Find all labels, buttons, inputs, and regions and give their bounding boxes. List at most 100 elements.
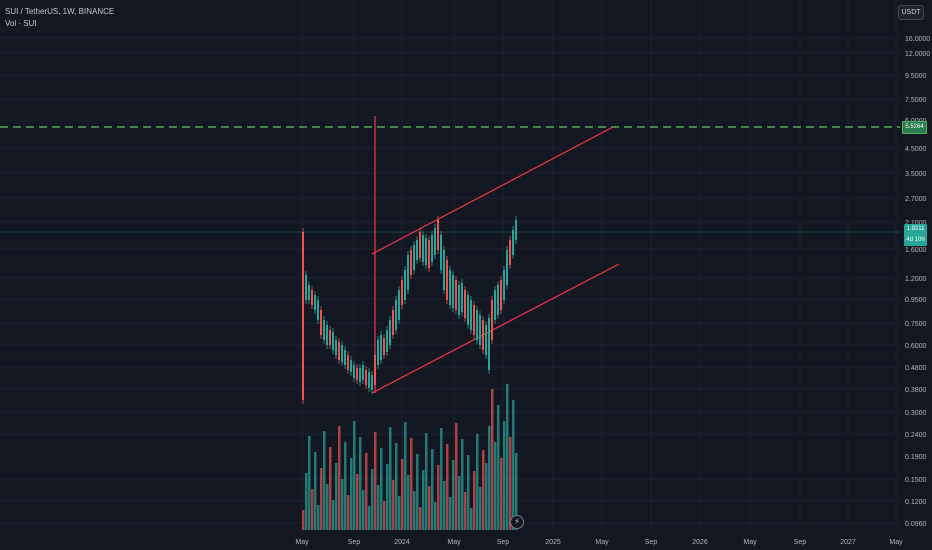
candle-body: [392, 310, 394, 335]
volume-bar: [443, 481, 446, 530]
volume-bar: [500, 458, 503, 530]
candle-body: [470, 300, 472, 330]
candle-body: [464, 290, 466, 318]
price-axis-label: 0.3000: [905, 410, 927, 417]
volume-bar: [419, 507, 422, 530]
lower-channel-line: [371, 263, 620, 394]
volume-bar: [425, 433, 428, 530]
upper-channel-line: [371, 126, 614, 255]
chart-legend: SUI / TetherUS, 1W, BINANCE Vol · SUI: [5, 6, 114, 30]
price-axis-label: 12.0000: [905, 51, 930, 58]
symbol-legend[interactable]: SUI / TetherUS, 1W, BINANCE: [5, 7, 115, 16]
price-axis-label: 2.1000: [905, 220, 927, 227]
volume-bar: [431, 449, 434, 530]
candle-body: [380, 335, 382, 360]
volume-bar: [305, 473, 308, 530]
lightning-icon[interactable]: ⚡: [510, 515, 524, 529]
price-axis: 16.000012.00009.50007.50006.00004.50003.…: [905, 36, 930, 528]
candle-body: [326, 325, 328, 345]
candle-body: [377, 340, 379, 365]
candle-body: [497, 285, 499, 315]
candle-body: [395, 300, 397, 330]
volume-bar: [389, 427, 392, 530]
volume-bar: [416, 454, 419, 530]
volume-bar: [464, 492, 467, 530]
volume-bar: [482, 450, 485, 530]
candle-body: [437, 220, 439, 250]
volume-bar: [359, 437, 362, 530]
volume-bar: [446, 444, 449, 530]
price-axis-label: 7.5000: [905, 97, 927, 104]
time-axis-label: Sep: [645, 539, 658, 546]
price-axis-label: 3.5000: [905, 171, 927, 178]
volume-bar: [338, 426, 341, 530]
volume-bar: [383, 501, 386, 530]
price-axis-label: 16.0000: [905, 36, 930, 43]
candle-body: [401, 280, 403, 305]
volume-bar: [398, 496, 401, 530]
price-axis-label: 1.2000: [905, 276, 927, 283]
time-axis-label: 2027: [840, 539, 856, 546]
drawings: [371, 116, 620, 394]
candle-body: [311, 290, 313, 305]
volume-bar: [356, 474, 359, 530]
price-axis-label: 0.7500: [905, 321, 927, 328]
volume-bar: [470, 508, 473, 530]
volume-bar: [368, 506, 371, 530]
candle-body: [338, 342, 340, 360]
candle-body: [503, 270, 505, 300]
volume-bar: [401, 459, 404, 530]
candle-body: [416, 240, 418, 260]
volume-bar: [362, 490, 365, 530]
candle-body: [329, 330, 331, 345]
candle-body: [308, 285, 310, 300]
candle-body: [314, 295, 316, 310]
volume-bar: [473, 471, 476, 530]
volume-legend[interactable]: Vol · SUI: [5, 19, 37, 28]
current-price-tag: 1.9211 4d 10h: [904, 224, 927, 246]
candle-body: [413, 245, 415, 270]
candle-body: [365, 370, 367, 385]
candle-body: [440, 235, 442, 270]
volume-bar: [326, 484, 329, 530]
price-axis-label: 0.1200: [905, 499, 927, 506]
time-axis-label: Sep: [497, 539, 510, 546]
volume-bar: [404, 422, 407, 530]
candle-body: [458, 285, 460, 315]
time-axis: May Sep 2024 May Sep 2025 May Sep 2026 May Sep 2027…: [295, 539, 903, 546]
volume-bar: [485, 463, 488, 530]
volume-bar: [479, 487, 482, 530]
candle-body: [302, 232, 304, 400]
candle-body: [425, 238, 427, 265]
volume-bar: [449, 497, 452, 530]
volume-bar: [302, 510, 305, 530]
price-axis-label: 0.6000: [905, 343, 927, 350]
volume-bar: [515, 453, 518, 530]
volume-bar: [314, 452, 317, 530]
volume-bar: [365, 453, 368, 530]
time-axis-label: Sep: [794, 539, 807, 546]
volume-bars: [302, 384, 518, 530]
volume-bar: [455, 423, 458, 530]
volume-bar: [386, 464, 389, 530]
candle-body: [443, 250, 445, 290]
candle-body: [446, 260, 448, 300]
price-axis-label: 4.5000: [905, 146, 927, 153]
candle-body: [386, 330, 388, 352]
candle-body: [383, 338, 385, 355]
volume-bar: [407, 475, 410, 530]
grid-lines: [0, 0, 900, 530]
volume-bar: [509, 437, 512, 530]
candle-body: [347, 355, 349, 370]
price-axis-label: 0.2400: [905, 432, 927, 439]
candle-body: [353, 365, 355, 378]
currency-badge[interactable]: USDT: [898, 5, 924, 20]
candle-body: [317, 300, 319, 320]
candle-body: [488, 318, 490, 370]
candle-body: [350, 360, 352, 372]
candle-body: [368, 372, 370, 388]
current-price-label: 1.9211: [906, 226, 925, 232]
price-axis-label: 0.0960: [905, 521, 927, 528]
candle-body: [515, 220, 517, 240]
